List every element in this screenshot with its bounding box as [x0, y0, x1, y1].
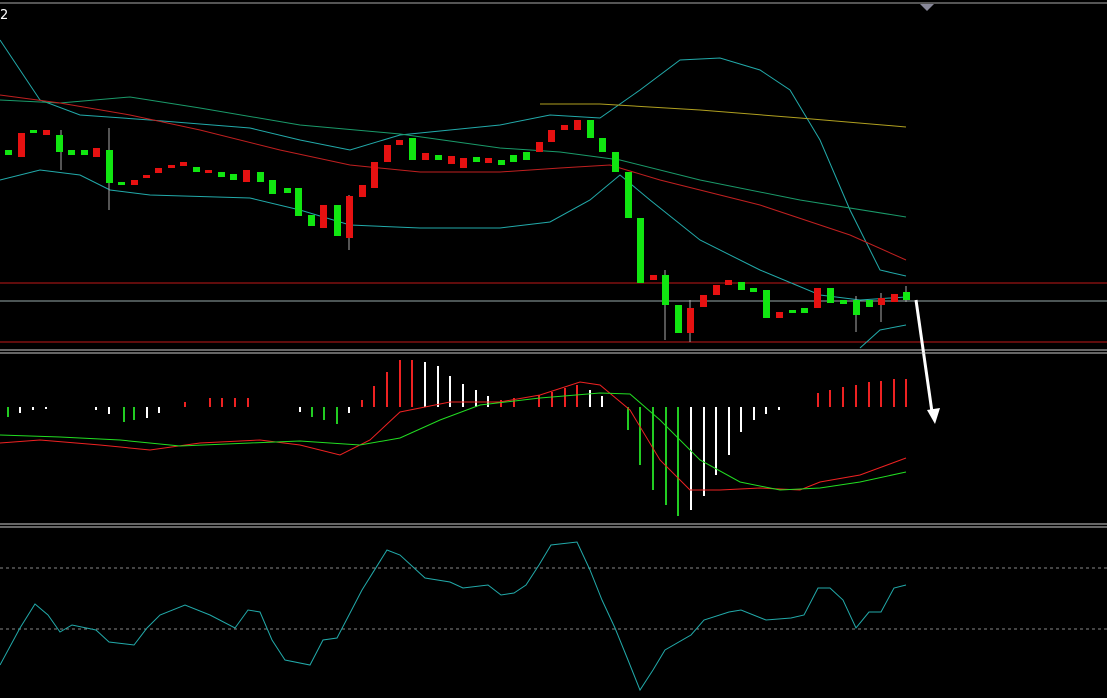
arrow-head	[927, 408, 940, 424]
moving-average	[0, 94, 907, 261]
arrow	[914, 299, 934, 413]
oscillator-pane	[0, 526, 1107, 692]
down-candles	[18, 120, 898, 333]
moving-average	[0, 96, 907, 218]
up-candles	[5, 120, 910, 333]
oscillator-line	[0, 541, 907, 692]
macd-pane	[0, 352, 1107, 525]
moving-average	[540, 103, 907, 128]
pane-label: 2	[0, 8, 8, 23]
macd-line	[0, 381, 907, 491]
middle-band	[0, 169, 907, 301]
upper-band	[0, 39, 907, 277]
price-pane	[0, 39, 1107, 424]
scroll-marker	[920, 4, 934, 11]
macd-hist-red	[184, 360, 907, 407]
lower-band	[859, 324, 907, 349]
signal-line	[0, 392, 907, 491]
